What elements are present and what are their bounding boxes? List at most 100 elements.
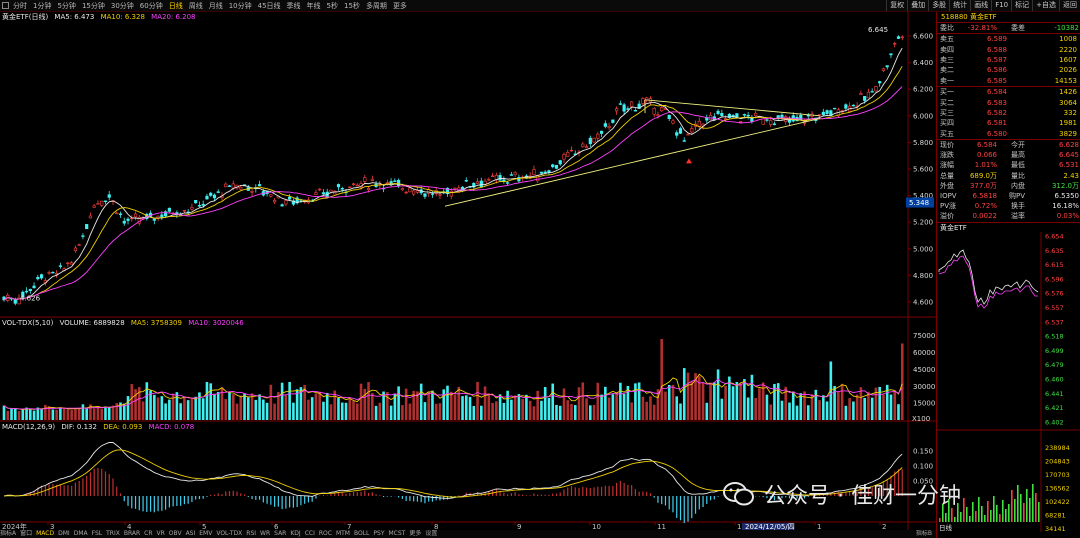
sell-volume: 14153	[1054, 76, 1077, 85]
indicator-tab-22[interactable]: PSY	[373, 530, 385, 537]
menu-icon[interactable]	[2, 2, 9, 9]
period-tab-8[interactable]: 月线	[208, 1, 223, 10]
tool-button-7[interactable]: +自选	[1032, 0, 1059, 11]
period-tab-11[interactable]: 季线	[286, 1, 301, 10]
tool-button-0[interactable]: 复权	[886, 0, 907, 11]
volume-bar	[374, 405, 378, 420]
period-tab-2[interactable]: 5分钟	[57, 1, 76, 10]
volume-bar	[74, 408, 77, 420]
volume-bar	[280, 382, 284, 420]
indicator-tab-3[interactable]: DMI	[58, 530, 70, 537]
indicator-tab-19[interactable]: ROC	[318, 530, 332, 537]
volume-bar	[795, 405, 799, 420]
sell-row: 卖二 6.586 2026	[937, 65, 1080, 75]
tool-button-5[interactable]: F10	[991, 0, 1011, 11]
stat-label: 外盘	[940, 181, 954, 190]
indicator-tab-2[interactable]: MACD	[36, 530, 55, 537]
tool-button-4[interactable]: 画线	[970, 0, 991, 11]
indicator-tab-21[interactable]: BOLL	[353, 530, 370, 537]
indicator-tab-24[interactable]: 更多	[409, 530, 422, 537]
candle-body	[445, 187, 450, 194]
mini-vol-bar	[1038, 501, 1040, 522]
indicator-tab-0[interactable]: 指标A	[0, 530, 17, 537]
volume-bar	[344, 402, 348, 420]
volume-bar	[510, 399, 513, 420]
volume-bar	[419, 383, 423, 420]
mini-price-tick: 6.615	[1045, 261, 1064, 269]
period-tab-9[interactable]: 10分钟	[228, 1, 252, 10]
stat-value: 1.01%	[974, 161, 997, 170]
vol-tick-label: 30000	[913, 383, 935, 391]
candle-body	[885, 65, 889, 68]
indicator-tab-18[interactable]: CCI	[304, 530, 315, 537]
mini-vol-bar	[945, 512, 947, 522]
mini-price-tick: 6.499	[1045, 346, 1064, 354]
indicator-tab-13[interactable]: VOL-TDX	[216, 530, 243, 537]
period-tab-3[interactable]: 15分钟	[81, 1, 105, 10]
volume-bar	[487, 393, 491, 420]
indicator-tab-25[interactable]: 设置	[425, 530, 438, 537]
period-tab-14[interactable]: 15秒	[344, 1, 360, 10]
volume-bar	[664, 391, 667, 420]
candle-body	[874, 86, 878, 92]
tool-button-1[interactable]: 叠加	[907, 0, 928, 11]
indicator-tab-5[interactable]: FSL	[91, 530, 103, 537]
indicator-tab-6[interactable]: TRIX	[106, 530, 120, 537]
volume-bar	[521, 398, 524, 420]
volume-bar	[806, 405, 810, 420]
buy-row: 买五 6.580 3829	[937, 129, 1080, 139]
period-tab-6[interactable]: 日线	[168, 1, 183, 10]
candle-body	[772, 123, 777, 125]
candle-body	[77, 244, 81, 246]
indicator-tab-16[interactable]: SAR	[274, 530, 287, 537]
candle-body	[509, 174, 513, 176]
indicator-tab-1[interactable]: 窗口	[20, 530, 33, 537]
stat-value: 377.0万	[969, 181, 997, 190]
indicator-tab-4[interactable]: DMA	[73, 530, 88, 537]
candle-body	[2, 296, 6, 301]
volume-bar	[235, 403, 239, 420]
tool-button-3[interactable]: 统计	[949, 0, 970, 11]
candle-body	[355, 184, 359, 187]
period-tab-16[interactable]: 更多	[392, 1, 407, 10]
indicator-tab-11[interactable]: ASI	[185, 530, 196, 537]
candle-body	[96, 203, 100, 205]
indicator-tab-8[interactable]: CR	[144, 530, 153, 537]
period-tab-1[interactable]: 1分钟	[33, 1, 52, 10]
mini-vol-bar	[1014, 498, 1016, 522]
candle-body	[866, 91, 871, 99]
period-tab-7[interactable]: 周线	[188, 1, 203, 10]
indicator-tab-10[interactable]: OBV	[168, 530, 182, 537]
candle-body	[164, 211, 168, 217]
candle-body	[201, 203, 205, 206]
tool-button-8[interactable]: 返回	[1059, 0, 1080, 11]
period-tab-13[interactable]: 5秒	[326, 1, 339, 10]
indicator-tab-b[interactable]: 指标B	[915, 530, 932, 537]
period-tab-12[interactable]: 年线	[306, 1, 321, 10]
stat-label: IOPV	[940, 192, 957, 201]
indicator-tab-23[interactable]: MCST	[388, 530, 406, 537]
indicator-tab-12[interactable]: EMV	[199, 530, 213, 537]
candle-body	[284, 200, 288, 205]
period-tab-0[interactable]: 分时	[13, 1, 27, 10]
stat-row: 涨幅 1.01% 最低 6.531	[937, 160, 1080, 170]
mini-avg-line	[938, 255, 1038, 309]
indicator-tab-9[interactable]: VR	[156, 530, 165, 537]
indicator-tab-17[interactable]: KDJ	[290, 530, 301, 537]
candle-body	[551, 164, 555, 168]
indicator-tab-15[interactable]: WR	[260, 530, 271, 537]
period-tab-10[interactable]: 45日线	[257, 1, 281, 10]
stat-row: 涨跌 0.066 最高 6.645	[937, 150, 1080, 160]
period-tab-5[interactable]: 60分钟	[139, 1, 163, 10]
indicator-tab-14[interactable]: RSI	[246, 530, 257, 537]
indicator-tab-7[interactable]: BRAR	[123, 530, 141, 537]
tool-button-6[interactable]: 标记	[1011, 0, 1032, 11]
candle-body	[389, 181, 393, 184]
period-tab-15[interactable]: 多周期	[365, 1, 387, 10]
volume-bar	[464, 395, 468, 420]
dif-line	[3, 442, 903, 499]
period-tab-4[interactable]: 30分钟	[110, 1, 134, 10]
tool-button-2[interactable]: 多股	[928, 0, 949, 11]
indicator-tab-20[interactable]: MTM	[335, 530, 350, 537]
volume-bar	[134, 389, 137, 420]
